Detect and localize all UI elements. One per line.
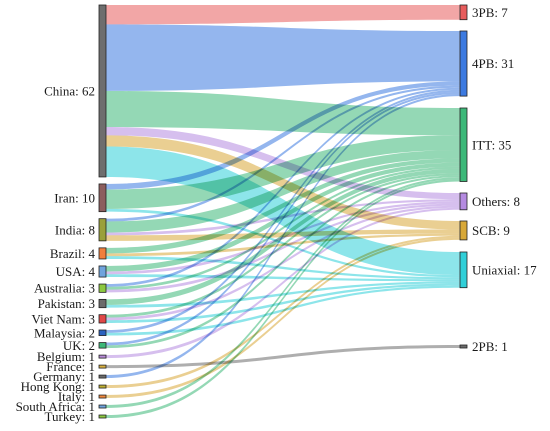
node-label-south-africa: South Africa: 1: [16, 399, 95, 414]
node-pakistan: [98, 298, 107, 309]
sankey-labels: China: 62 Iran: 10 India: 8 Brazil: 4 USA: 4…: [16, 5, 538, 424]
node-label-india: India: 8: [55, 222, 95, 237]
node-label-malaysia: Malaysia: 2: [34, 325, 95, 340]
link-brazil-to-uniaxial: [106, 256, 460, 280]
link-pakistan-to-uniaxial: [106, 281, 460, 308]
node-south-africa: [98, 404, 107, 409]
node-label-pakistan: Pakistan: 3: [38, 296, 95, 311]
node-label-turkey: Turkey: 1: [45, 409, 95, 424]
node-label-3pb: 3PB: 7: [472, 5, 508, 20]
node-usa: [98, 265, 107, 278]
link-malaysia-to-4pb: [106, 89, 460, 333]
link-south-africa-to-itt: [106, 177, 460, 409]
node-scb: [459, 220, 468, 241]
link-usa-to-itt: [106, 162, 460, 272]
node-belgium: [98, 354, 107, 359]
node-label-iran: Iran: 10: [54, 190, 95, 205]
node-label-uk: UK: 2: [63, 338, 95, 353]
link-uk-to-itt: [106, 175, 460, 349]
node-turkey: [98, 414, 107, 419]
link-australia-to-itt: [106, 166, 460, 290]
sankey-nodes: [98, 4, 468, 419]
node-itt: [459, 107, 468, 182]
link-iran-to-4pb: [106, 81, 460, 190]
node-italy: [98, 394, 107, 399]
node-label-italy: Italy: 1: [58, 389, 95, 404]
node-label-belgium: Belgium: 1: [37, 349, 95, 364]
link-australia-to-4pb: [106, 87, 460, 287]
node-label-hong-kong: Hong Kong: 1: [21, 379, 95, 394]
node-label-usa: USA: 4: [56, 264, 96, 279]
link-france-to-2pb: [106, 345, 460, 369]
link-china-to-itt: [106, 90, 460, 136]
link-viet-nam-to-others: [106, 205, 460, 321]
node-label-others: Others: 8: [472, 194, 520, 209]
node-iran: [98, 183, 107, 213]
link-china-to-scb: [106, 135, 460, 230]
node-uniaxial: [459, 251, 468, 289]
link-china-to-3pb: [106, 5, 460, 25]
link-viet-nam-to-itt: [106, 173, 460, 318]
node-label-china: China: 62: [44, 83, 95, 98]
node-malaysia: [98, 329, 107, 336]
node-2pb: [459, 344, 468, 349]
node-label-itt: ITT: 35: [472, 137, 511, 152]
node-label-2pb: 2PB: 1: [472, 339, 508, 354]
node-3pb: [459, 4, 468, 21]
link-india-to-itt: [106, 150, 460, 233]
node-china: [98, 4, 107, 178]
node-germany: [98, 374, 107, 379]
link-hong-kong-to-scb: [106, 235, 460, 389]
link-iran-to-itt: [106, 135, 460, 209]
link-italy-to-scb: [106, 237, 460, 399]
link-china-to-4pb: [106, 24, 460, 91]
link-brazil-to-itt: [106, 158, 460, 254]
node-brazil: [98, 247, 107, 260]
link-viet-nam-to-uniaxial: [106, 283, 460, 324]
link-iran-to-uniaxial: [106, 208, 460, 278]
node-label-scb: SCB: 9: [472, 223, 510, 238]
node-4pb: [459, 30, 468, 97]
link-turkey-to-itt: [106, 179, 460, 418]
node-uk: [98, 342, 107, 349]
link-uk-to-4pb: [106, 91, 460, 346]
node-label-germany: Germany: 1: [33, 369, 95, 384]
node-others: [459, 192, 468, 211]
link-belgium-to-others: [106, 207, 460, 359]
node-label-4pb: 4PB: 31: [472, 56, 514, 71]
node-label-brazil: Brazil: 4: [50, 246, 96, 261]
sankey-links: [106, 5, 460, 418]
node-label-france: France: 1: [46, 359, 95, 374]
link-india-to-4pb: [106, 85, 460, 222]
node-hong-kong: [98, 384, 107, 389]
node-india: [98, 218, 107, 242]
node-label-australia: Australia: 3: [34, 281, 95, 296]
link-germany-to-4pb: [106, 94, 460, 379]
node-australia: [98, 283, 107, 293]
node-viet-nam: [98, 314, 107, 324]
node-label-viet-nam: Viet Nam: 3: [32, 311, 95, 326]
node-label-uniaxial: Uniaxial: 17: [472, 262, 537, 277]
node-france: [98, 364, 107, 369]
link-australia-to-others: [106, 203, 460, 293]
